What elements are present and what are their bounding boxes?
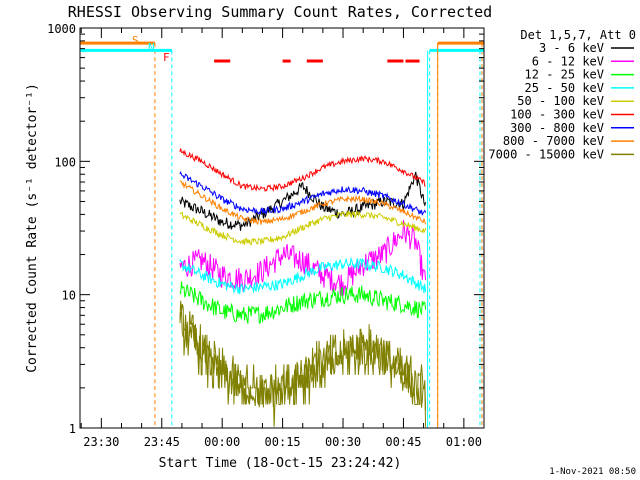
series-line-800-7000keV [179, 180, 427, 226]
legend-entry-label: 6 - 12 keV [532, 54, 604, 68]
x-tick-label: 00:30 [325, 435, 361, 449]
plot-frame [79, 27, 485, 429]
night-flag-label: N [148, 41, 155, 54]
legend-entry-label: 100 - 300 keV [510, 108, 604, 122]
series-line-25-50keV [179, 256, 427, 295]
series-line-7000-15000keV [179, 309, 427, 411]
x-tick-label: 23:30 [83, 435, 119, 449]
y-tick-label: 100 [54, 155, 76, 169]
x-tick-label: 23:45 [144, 435, 180, 449]
legend-entry-label: 3 - 6 keV [539, 41, 604, 55]
x-tick-label: 00:15 [265, 435, 301, 449]
legend-entry-label: 50 - 100 keV [517, 94, 604, 108]
x-tick-label: 00:45 [385, 435, 421, 449]
legend-title: Det 1,5,7, Att 0 [520, 28, 636, 42]
x-axis-label: Start Time (18-Oct-15 23:24:42) [159, 456, 402, 471]
x-tick-label: 00:00 [204, 435, 240, 449]
series-line-12-25keV [179, 281, 427, 324]
saa-flag-label: S [132, 34, 139, 47]
series-line-6-12keV [179, 219, 427, 297]
chart-title: RHESSI Observing Summary Count Rates, Co… [68, 3, 492, 21]
y-tick-label: 1 [69, 422, 76, 436]
legend-entry-label: 300 - 800 keV [510, 121, 604, 135]
series-line-100-300keV [179, 148, 426, 192]
series-line-3-6keV [179, 171, 427, 231]
series-layer [179, 148, 427, 427]
x-tick-label: 01:00 [446, 435, 482, 449]
series-line-50-100keV [179, 209, 427, 246]
y-tick-label: 1000 [47, 22, 76, 36]
legend-entry-label: 25 - 50 keV [525, 81, 604, 95]
legend-entry-label: 7000 - 15000 keV [488, 147, 604, 161]
axis-layer: 1 10 100 1000 23:30 23:45 00:00 00:15 00:30 00:45… [47, 22, 485, 449]
legend-entry-label: 800 - 7000 keV [503, 134, 604, 148]
y-axis-label: Corrected Count Rate (s⁻¹ detector⁻¹) [25, 83, 40, 373]
legend-entry-label: 12 - 25 keV [525, 68, 604, 82]
flare-flag-label: F [163, 51, 170, 64]
y-tick-label: 10 [62, 289, 76, 303]
timestamp: 1-Nov-2021 08:50 [549, 467, 636, 477]
series-line-300-800keV [179, 170, 427, 216]
